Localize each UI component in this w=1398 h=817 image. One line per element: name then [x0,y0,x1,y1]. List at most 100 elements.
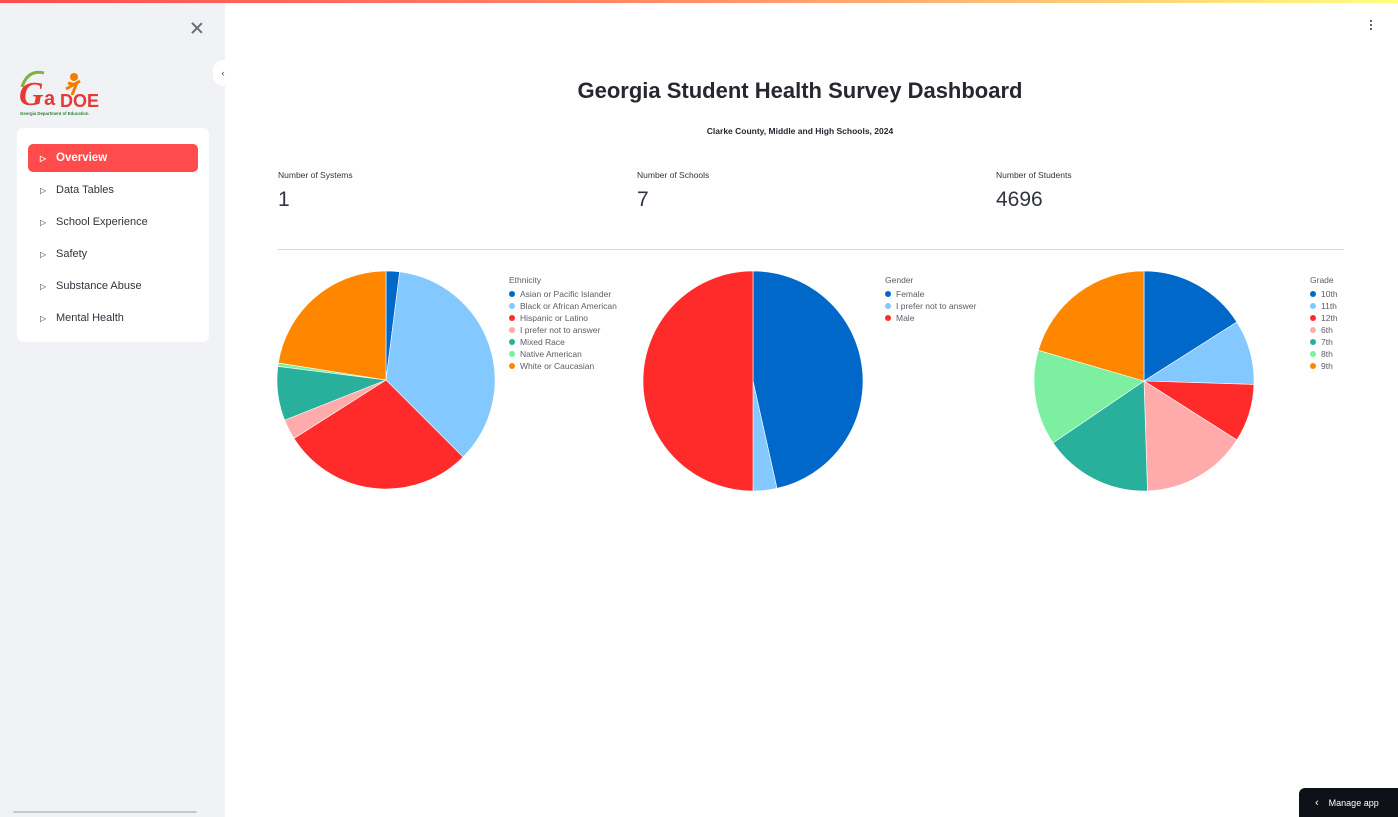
legend-label: 10th [1321,289,1338,299]
legend-label: Male [896,313,915,323]
nav-item-substance-abuse[interactable]: ▷ Substance Abuse [28,272,198,300]
legend-item[interactable]: 11th [1310,300,1338,312]
legend-swatch [885,315,891,321]
pie-slice-female[interactable] [752,270,864,489]
pie-slice-hispanic-or-latino[interactable] [293,379,464,490]
svg-text:G: G [19,76,44,113]
legend-label: 8th [1321,349,1333,359]
legend-item[interactable]: 8th [1310,348,1338,360]
sidebar: G a DOE Georgia Department of Education … [0,3,225,817]
nav-item-safety[interactable]: ▷ Safety [28,240,198,268]
legend-swatch [1310,303,1316,309]
legend-swatch [1310,291,1316,297]
svg-text:Georgia Department of Educatio: Georgia Department of Education [20,111,89,116]
legend-item[interactable]: I prefer not to answer [509,324,617,336]
nav-item-mental-health[interactable]: ▷ Mental Health [28,304,198,332]
metric-label: Number of Students [996,170,1072,180]
nav-item-overview[interactable]: ▷ Overview [28,144,198,172]
legend-item[interactable]: Black or African American [509,300,617,312]
sidebar-scrollbar[interactable] [13,811,197,813]
pie-chart-ethnicity[interactable] [276,270,496,490]
legend-label: Female [896,289,925,299]
legend-item[interactable]: Male [885,312,976,324]
legend-item[interactable]: I prefer not to answer [885,300,976,312]
metric-value: 4696 [996,188,1043,211]
metric-label: Number of Systems [278,170,353,180]
pie-slice-7th[interactable] [1052,380,1148,492]
collapse-sidebar-button[interactable]: ‹ [213,60,233,86]
nav-item-label: School Experience [56,216,148,228]
legend-label: I prefer not to answer [896,301,977,311]
metric-students: Number of Students 4696 [996,170,1296,212]
pie-slice-black-or-african-american[interactable] [385,271,496,458]
nav-item-label: Overview [56,152,108,164]
legend-swatch [509,351,515,357]
nav-item-school-experience[interactable]: ▷ School Experience [28,208,198,236]
pie-slice-6th[interactable] [1143,380,1238,492]
manage-app-button[interactable]: ‹ Manage app [1299,788,1398,817]
legend-title: Grade [1310,275,1334,285]
manage-app-label: Manage app [1328,797,1379,808]
main-menu-icon[interactable] [1366,18,1376,34]
svg-text:DOE: DOE [60,91,99,111]
nav-item-data-tables[interactable]: ▷ Data Tables [28,176,198,204]
header-decoration [0,0,1398,3]
play-triangle-icon: ▷ [40,217,47,227]
legend-item[interactable]: Hispanic or Latino [509,312,617,324]
legend-item[interactable]: Asian or Pacific Islander [509,288,617,300]
legend-item[interactable]: Mixed Race [509,336,617,348]
legend-ethnicity: Ethnicity Asian or Pacific Islander Black … [509,275,617,372]
play-triangle-icon: ▷ [40,185,47,195]
legend-swatch [1310,339,1316,345]
legend-title: Gender [885,275,914,285]
legend-item[interactable]: Female [885,288,976,300]
chevron-left-icon: ‹ [1315,796,1319,809]
page-title: Georgia Student Health Survey Dashboard [577,78,1023,103]
pie-chart-gender[interactable] [642,270,864,492]
legend-item[interactable]: Native American [509,348,617,360]
legend-swatch [1310,363,1316,369]
legend-swatch [1310,351,1316,357]
legend-swatch [509,339,515,345]
divider [278,249,1344,250]
pie-chart-grade[interactable] [1033,270,1255,492]
pie-slice-male[interactable] [642,270,754,492]
legend-item[interactable]: 9th [1310,360,1338,372]
pie-slice-8th[interactable] [1033,349,1145,444]
metric-systems: Number of Systems 1 [278,170,578,212]
legend-label: 11th [1321,301,1337,311]
legend-label: 12th [1321,313,1338,323]
legend-item[interactable]: 7th [1310,336,1338,348]
legend-item[interactable]: 6th [1310,324,1338,336]
legend-item[interactable]: 12th [1310,312,1338,324]
pie-slice-10th[interactable] [1143,270,1238,382]
legend-gender: Gender Female I prefer not to answer Male [885,275,976,324]
metric-schools: Number of Schools 7 [637,170,937,212]
legend-label: Hispanic or Latino [520,313,589,323]
legend-title: Ethnicity [509,275,542,285]
legend-grade: Grade 10th 11th 12th 6th 7th 8th 9th [1310,275,1338,372]
legend-swatch [885,303,891,309]
legend-item[interactable]: 10th [1310,288,1338,300]
nav-item-label: Mental Health [56,312,124,324]
play-triangle-icon: ▷ [40,153,47,163]
legend-swatch [509,327,515,333]
legend-swatch [509,303,515,309]
metric-value: 7 [637,188,649,211]
svg-text:a: a [44,88,56,110]
legend-swatch [1310,327,1316,333]
legend-label: Asian or Pacific Islander [520,289,612,299]
play-triangle-icon: ▷ [40,249,47,259]
gadoe-logo: G a DOE Georgia Department of Education [19,70,99,116]
legend-label: 9th [1321,361,1333,371]
legend-label: 6th [1321,325,1333,335]
page-subtitle: Clarke County, Middle and High Schools, … [706,126,894,136]
legend-swatch [1310,315,1316,321]
legend-swatch [509,291,515,297]
pie-slice-white-or-caucasian[interactable] [277,270,387,381]
pie-slice-9th[interactable] [1037,270,1145,382]
close-sidebar-icon[interactable] [190,21,204,35]
legend-item[interactable]: White or Caucasian [509,360,617,372]
legend-label: Mixed Race [520,337,565,347]
metric-value: 1 [278,188,290,211]
